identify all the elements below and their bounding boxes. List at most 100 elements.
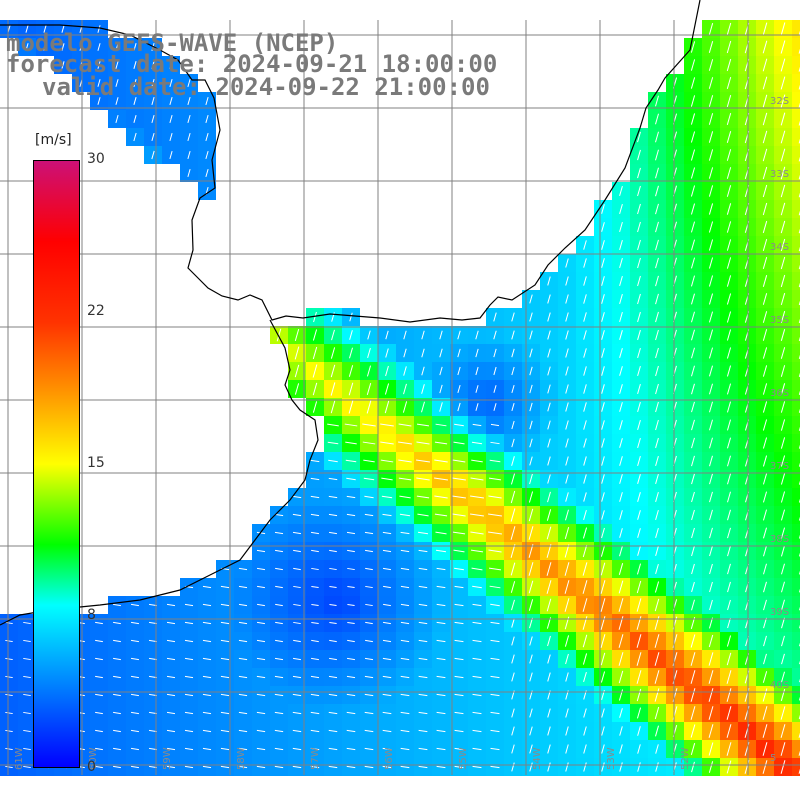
wind-arrow [43,25,47,33]
wind-arrow [762,166,768,180]
wind-arrow [454,585,464,589]
longitude-label: 53W [606,747,617,770]
wind-arrow [61,61,65,69]
wind-cell [792,272,800,290]
wind-arrow [600,562,606,576]
wind-arrow [601,438,605,448]
wind-arrow [565,294,569,304]
wind-arrow [133,79,137,87]
wind-arrow [310,765,320,769]
wind-arrow [781,599,785,611]
latitude-label: 32S [770,96,789,107]
wind-arrow [511,420,515,430]
wind-arrow [330,400,336,414]
latitude-labels: 32S 33S 34S 35S 36S 37S 38S 39S 40S 5 [770,96,789,764]
wind-arrow [529,402,533,412]
wind-arrow [691,599,695,611]
wind-arrow [454,603,464,607]
wind-arrow [529,384,533,394]
wind-arrow [398,477,412,481]
wind-arrow [547,420,551,430]
wind-arrow [511,744,515,754]
wind-arrow [654,598,660,612]
wind-arrow [416,495,430,499]
wind-arrow [329,603,337,607]
wind-arrow [547,330,551,340]
wind-arrow [565,708,569,718]
wind-arrow [780,40,786,54]
wind-arrow [238,585,248,589]
wind-arrow [762,202,768,216]
longitude-label: 61W [14,747,25,770]
model-title: modelo GEFS-WAVE (NCEP) [6,29,339,57]
wind-arrow [708,329,714,341]
wind-arrow [600,634,606,648]
wind-arrow [238,621,248,625]
wind-arrow [457,330,461,340]
wind-arrow [489,459,501,463]
wind-arrow [762,365,768,377]
wind-arrow [691,581,695,593]
wind-arrow [346,693,356,697]
wind-arrow [349,330,353,340]
wind-arrow [708,347,714,359]
wind-arrow [763,545,767,557]
wind-arrow [457,402,461,412]
wind-arrow [565,762,569,772]
wind-arrow [475,330,479,340]
wind-arrow [400,621,410,625]
wind-arrow [691,419,695,431]
wind-arrow [583,294,587,304]
wind-arrow [763,635,767,647]
wind-arrow [436,657,446,661]
south-coastline [0,319,319,626]
north-coastline [0,0,701,323]
wind-arrow [780,473,786,485]
wind-arrow [636,580,642,594]
wind-arrow [708,706,714,720]
wind-arrow [564,562,570,576]
wind-arrow [655,744,659,754]
wind-arrow [583,762,587,772]
wind-arrow [131,657,139,661]
wind-arrow [601,312,605,322]
wind-arrow [310,729,320,733]
wind-arrow [184,693,194,697]
wind-arrow [690,185,696,197]
wind-arrow [583,330,587,340]
wind-arrow [691,473,695,485]
wind-arrow [655,546,659,556]
wind-arrow [511,456,515,466]
wind-arrow [583,420,587,430]
wind-arrow [690,95,696,107]
wind-arrow [453,441,465,445]
wind-arrow [436,621,446,625]
wind-arrow [220,639,230,643]
wind-arrow [600,545,606,557]
wind-cell [792,254,800,272]
wind-arrow [726,724,732,738]
wind-arrow [619,221,623,233]
wind-arrow [637,546,641,556]
wind-arrow [95,711,103,715]
wind-arrow [636,652,642,666]
wind-arrow [690,239,696,251]
wind-arrow [490,765,500,769]
wind-arrow [691,401,695,413]
wind-arrow [654,652,660,666]
wind-arrow [762,742,768,756]
wind-arrow [418,657,428,661]
wind-arrow [310,747,320,751]
wind-arrow [691,563,695,575]
wind-cell [792,632,800,650]
wind-arrow [619,203,623,215]
wind-arrow [726,113,732,125]
wind-arrow [582,562,588,576]
wind-arrow [416,477,430,481]
latitude-label: 36S [770,388,789,399]
wind-arrow [400,765,410,769]
wind-arrow [726,275,732,287]
wind-arrow [726,652,732,666]
wind-arrow [762,275,768,287]
